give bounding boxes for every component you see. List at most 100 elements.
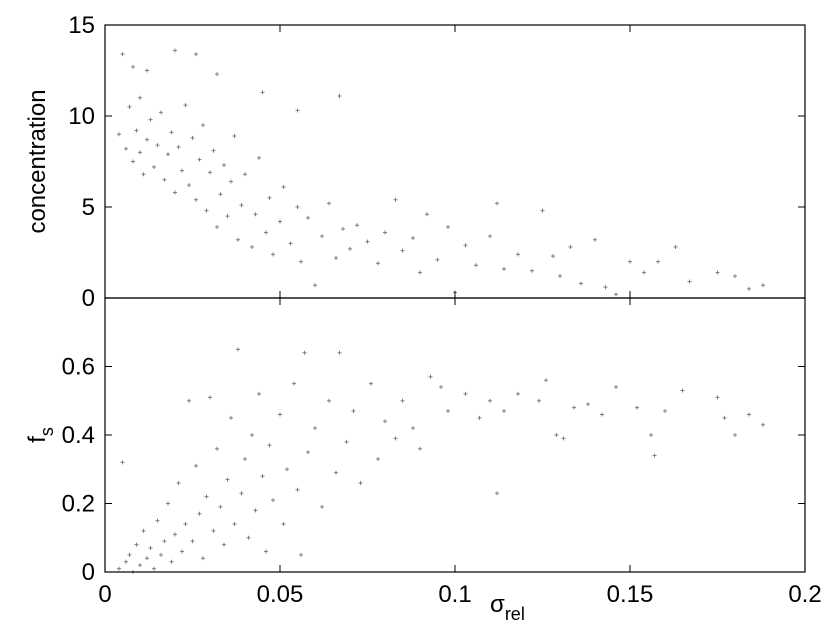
point [680, 388, 685, 393]
point [204, 208, 209, 213]
point [159, 110, 163, 115]
point [187, 183, 191, 188]
point [733, 274, 737, 279]
point [267, 443, 272, 448]
point [159, 552, 163, 557]
point [169, 130, 174, 135]
point [264, 549, 268, 554]
point [141, 528, 146, 533]
point [232, 522, 237, 527]
point [463, 243, 468, 248]
point [337, 350, 342, 355]
point [358, 480, 363, 485]
point [225, 214, 230, 219]
point [120, 460, 125, 465]
point [355, 223, 359, 228]
point [320, 504, 324, 509]
y-tick-label: 0.4 [62, 422, 95, 449]
point [477, 415, 482, 420]
point [288, 241, 293, 246]
point [229, 179, 233, 184]
point [327, 398, 331, 403]
point [663, 409, 667, 414]
point [285, 467, 289, 472]
point [232, 134, 237, 139]
point [488, 398, 492, 403]
point [281, 184, 286, 189]
point [218, 504, 223, 509]
point [208, 395, 212, 400]
point [418, 270, 422, 275]
point [313, 283, 317, 288]
point [218, 192, 223, 197]
point [334, 470, 338, 475]
point [687, 279, 692, 284]
point [257, 391, 261, 396]
point [344, 439, 349, 444]
point [292, 381, 296, 386]
point [761, 283, 765, 288]
y-tick-label: 0 [82, 285, 95, 312]
point [614, 385, 618, 390]
point [554, 433, 559, 437]
y-axis-label: fs [24, 427, 57, 443]
point [376, 456, 380, 461]
point [502, 409, 506, 414]
point [600, 412, 604, 417]
x-tick-label: 0.1 [438, 581, 471, 608]
point [537, 398, 541, 403]
point [747, 412, 751, 417]
point [306, 215, 310, 220]
x-axis-label: σrel [490, 591, 525, 624]
point [715, 270, 720, 275]
point [131, 159, 135, 164]
point [603, 285, 608, 290]
point [267, 195, 272, 200]
y-axis-label-sub: s [37, 427, 57, 436]
y-tick-label: 0 [82, 559, 95, 586]
point [425, 212, 429, 217]
point [418, 446, 422, 451]
point [250, 245, 254, 250]
point [162, 177, 167, 182]
point [295, 487, 300, 492]
point [127, 552, 132, 557]
point [365, 239, 370, 244]
point [299, 552, 303, 557]
point [320, 234, 324, 239]
point [652, 453, 657, 458]
point [194, 52, 198, 57]
point [313, 426, 317, 431]
point [411, 235, 415, 240]
point [155, 143, 160, 148]
y-tick-label: 0.6 [62, 354, 95, 381]
point [211, 528, 216, 533]
point [334, 255, 338, 260]
point [236, 237, 240, 242]
point [173, 532, 177, 537]
point [393, 436, 398, 441]
point [152, 566, 156, 571]
point [558, 274, 562, 279]
point [148, 546, 153, 551]
point [243, 172, 247, 177]
point [145, 137, 149, 142]
point [435, 257, 440, 262]
point [201, 556, 205, 561]
point [208, 170, 212, 175]
point [383, 230, 387, 235]
point [190, 539, 195, 544]
y-axis-label-main: f [24, 436, 51, 443]
point [148, 117, 153, 122]
point [761, 422, 765, 427]
point [204, 494, 209, 499]
x-tick-label: 0 [98, 581, 111, 608]
point [579, 281, 583, 286]
point [400, 398, 405, 403]
point [614, 292, 618, 297]
y-axis-label: concentration [24, 89, 51, 233]
point [400, 248, 405, 253]
point [516, 391, 520, 396]
point [131, 64, 135, 69]
